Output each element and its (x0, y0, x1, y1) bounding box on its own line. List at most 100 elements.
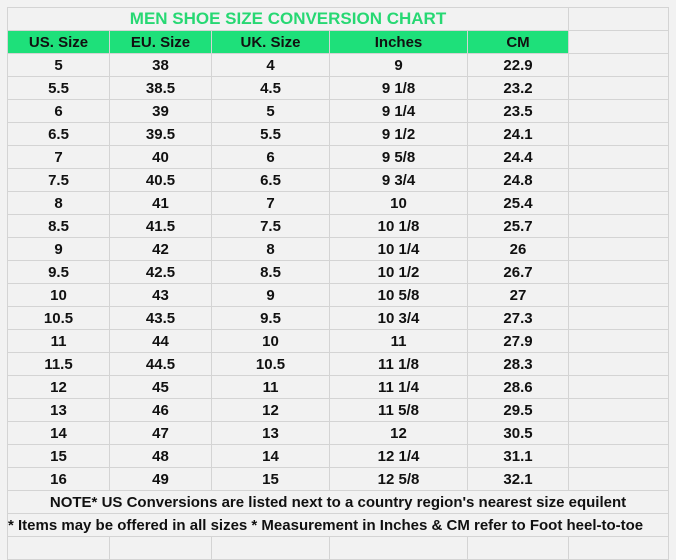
cell-inches[interactable]: 12 5/8 (329, 467, 468, 491)
cell-uk-size[interactable]: 6.5 (211, 168, 330, 192)
cell-cm[interactable]: 27 (467, 283, 569, 307)
cell-eu-size[interactable]: 41.5 (109, 214, 212, 238)
cell-us-size[interactable]: 9.5 (7, 260, 110, 284)
cell-us-size[interactable]: 6.5 (7, 122, 110, 146)
cell-us-size[interactable]: 15 (7, 444, 110, 468)
cell-eu-size[interactable]: 46 (109, 398, 212, 422)
cell-inches[interactable]: 11 1/8 (329, 352, 468, 376)
cell-eu-size[interactable]: 44 (109, 329, 212, 353)
cell-uk-size[interactable]: 9 (211, 283, 330, 307)
cell-inches[interactable]: 10 1/2 (329, 260, 468, 284)
cell-inches[interactable]: 9 1/2 (329, 122, 468, 146)
empty-cell[interactable] (568, 375, 669, 399)
cell-uk-size[interactable]: 4 (211, 53, 330, 77)
cell-inches[interactable]: 10 3/4 (329, 306, 468, 330)
cell-cm[interactable]: 32.1 (467, 467, 569, 491)
cell-us-size[interactable]: 10 (7, 283, 110, 307)
cell-us-size[interactable]: 5 (7, 53, 110, 77)
cell-uk-size[interactable]: 14 (211, 444, 330, 468)
cell-cm[interactable]: 28.6 (467, 375, 569, 399)
cell-uk-size[interactable]: 15 (211, 467, 330, 491)
cell-us-size[interactable]: 7.5 (7, 168, 110, 192)
empty-cell[interactable] (568, 214, 669, 238)
cell-eu-size[interactable]: 42 (109, 237, 212, 261)
cell-cm[interactable]: 27.3 (467, 306, 569, 330)
empty-cell[interactable] (568, 99, 669, 123)
cell-cm[interactable]: 27.9 (467, 329, 569, 353)
cell-cm[interactable]: 25.7 (467, 214, 569, 238)
cell-inches[interactable]: 10 (329, 191, 468, 215)
cell-eu-size[interactable]: 48 (109, 444, 212, 468)
cell-inches[interactable]: 9 5/8 (329, 145, 468, 169)
empty-cell[interactable] (568, 283, 669, 307)
cell-us-size[interactable]: 8 (7, 191, 110, 215)
cell-inches[interactable]: 11 1/4 (329, 375, 468, 399)
cell-cm[interactable]: 31.1 (467, 444, 569, 468)
empty-cell[interactable] (211, 536, 330, 560)
cell-cm[interactable]: 25.4 (467, 191, 569, 215)
cell-uk-size[interactable]: 8 (211, 237, 330, 261)
empty-cell[interactable] (329, 536, 468, 560)
cell-cm[interactable]: 23.5 (467, 99, 569, 123)
cell-eu-size[interactable]: 42.5 (109, 260, 212, 284)
cell-inches[interactable]: 10 1/4 (329, 237, 468, 261)
empty-cell[interactable] (568, 306, 669, 330)
empty-cell[interactable] (568, 444, 669, 468)
cell-us-size[interactable]: 6 (7, 99, 110, 123)
cell-inches[interactable]: 9 1/8 (329, 76, 468, 100)
empty-cell[interactable] (568, 352, 669, 376)
cell-uk-size[interactable]: 10 (211, 329, 330, 353)
cell-cm[interactable]: 28.3 (467, 352, 569, 376)
cell-inches[interactable]: 10 1/8 (329, 214, 468, 238)
cell-us-size[interactable]: 11 (7, 329, 110, 353)
cell-eu-size[interactable]: 40 (109, 145, 212, 169)
cell-cm[interactable]: 24.8 (467, 168, 569, 192)
empty-cell[interactable] (568, 467, 669, 491)
empty-cell[interactable] (568, 76, 669, 100)
cell-uk-size[interactable]: 5 (211, 99, 330, 123)
cell-cm[interactable]: 30.5 (467, 421, 569, 445)
cell-uk-size[interactable]: 9.5 (211, 306, 330, 330)
cell-uk-size[interactable]: 10.5 (211, 352, 330, 376)
cell-uk-size[interactable]: 7.5 (211, 214, 330, 238)
empty-cell[interactable] (568, 7, 669, 31)
empty-cell[interactable] (568, 329, 669, 353)
cell-eu-size[interactable]: 44.5 (109, 352, 212, 376)
cell-eu-size[interactable]: 43.5 (109, 306, 212, 330)
cell-us-size[interactable]: 12 (7, 375, 110, 399)
empty-cell[interactable] (568, 168, 669, 192)
cell-inches[interactable]: 11 5/8 (329, 398, 468, 422)
cell-eu-size[interactable]: 47 (109, 421, 212, 445)
cell-cm[interactable]: 29.5 (467, 398, 569, 422)
cell-uk-size[interactable]: 7 (211, 191, 330, 215)
cell-eu-size[interactable]: 39 (109, 99, 212, 123)
empty-cell[interactable] (568, 421, 669, 445)
cell-eu-size[interactable]: 38.5 (109, 76, 212, 100)
cell-us-size[interactable]: 13 (7, 398, 110, 422)
cell-inches[interactable]: 9 1/4 (329, 99, 468, 123)
cell-us-size[interactable]: 10.5 (7, 306, 110, 330)
cell-cm[interactable]: 26.7 (467, 260, 569, 284)
cell-us-size[interactable]: 14 (7, 421, 110, 445)
cell-uk-size[interactable]: 4.5 (211, 76, 330, 100)
cell-cm[interactable]: 22.9 (467, 53, 569, 77)
empty-cell[interactable] (568, 398, 669, 422)
cell-cm[interactable]: 24.1 (467, 122, 569, 146)
empty-cell[interactable] (568, 53, 669, 77)
cell-uk-size[interactable]: 11 (211, 375, 330, 399)
cell-eu-size[interactable]: 38 (109, 53, 212, 77)
cell-eu-size[interactable]: 43 (109, 283, 212, 307)
cell-uk-size[interactable]: 6 (211, 145, 330, 169)
cell-us-size[interactable]: 7 (7, 145, 110, 169)
cell-inches[interactable]: 12 1/4 (329, 444, 468, 468)
empty-cell[interactable] (568, 122, 669, 146)
cell-eu-size[interactable]: 49 (109, 467, 212, 491)
cell-uk-size[interactable]: 12 (211, 398, 330, 422)
cell-uk-size[interactable]: 8.5 (211, 260, 330, 284)
cell-inches[interactable]: 12 (329, 421, 468, 445)
empty-cell[interactable] (568, 260, 669, 284)
cell-eu-size[interactable]: 41 (109, 191, 212, 215)
cell-us-size[interactable]: 8.5 (7, 214, 110, 238)
cell-us-size[interactable]: 16 (7, 467, 110, 491)
cell-uk-size[interactable]: 5.5 (211, 122, 330, 146)
